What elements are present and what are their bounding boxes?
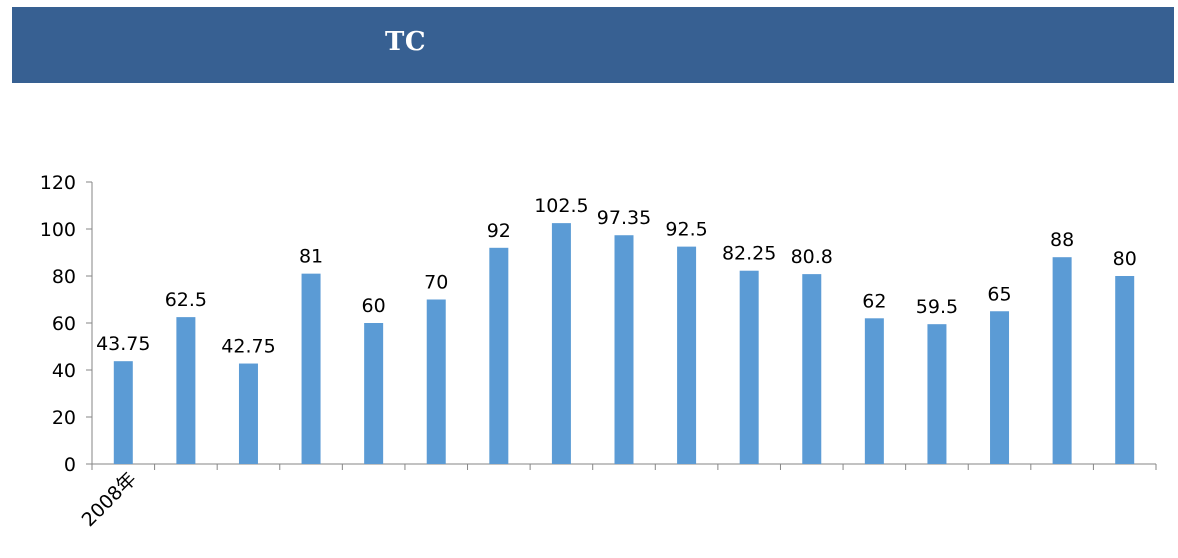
- y-tick-label: 40: [52, 360, 76, 382]
- data-label: 60: [362, 295, 386, 317]
- bar: [364, 323, 384, 464]
- bar: [864, 318, 884, 464]
- data-label: 43.75: [96, 333, 150, 355]
- y-tick-label: 20: [52, 407, 76, 429]
- bar: [802, 274, 822, 464]
- bar: [990, 311, 1010, 464]
- bar: [551, 223, 571, 464]
- data-label: 97.35: [597, 207, 651, 229]
- y-tick-label: 80: [52, 266, 76, 288]
- y-tick-label: 60: [52, 313, 76, 335]
- data-label: 81: [299, 246, 323, 268]
- chart-title: TC: [385, 27, 427, 57]
- data-label: 80.8: [791, 246, 833, 268]
- y-tick-label: 0: [64, 454, 76, 476]
- bar: [301, 273, 321, 464]
- data-label: 62: [862, 290, 886, 312]
- bar: [176, 317, 196, 464]
- data-label: 42.75: [221, 336, 275, 358]
- data-label: 65: [987, 283, 1011, 305]
- bar: [614, 235, 634, 464]
- x-tick-label: 2008年: [78, 468, 141, 531]
- bar: [238, 363, 258, 464]
- bar: [489, 247, 509, 464]
- data-label: 88: [1050, 229, 1074, 251]
- bar: [426, 299, 446, 464]
- y-tick-label: 100: [40, 219, 76, 241]
- bar: [739, 270, 759, 464]
- data-label: 70: [424, 272, 448, 294]
- bar: [1115, 276, 1135, 464]
- y-tick-label: 120: [40, 172, 76, 194]
- data-label: 102.5: [534, 195, 588, 217]
- bar: [113, 361, 133, 464]
- chart-header-bar: TC: [12, 7, 1174, 83]
- bar: [677, 246, 697, 464]
- data-label: 92.5: [665, 219, 707, 241]
- data-label: 80: [1113, 248, 1137, 270]
- data-label: 92: [487, 220, 511, 242]
- data-label: 62.5: [165, 289, 207, 311]
- bar: [927, 324, 947, 464]
- data-label: 82.25: [722, 243, 776, 265]
- bar: [1052, 257, 1072, 464]
- data-label: 59.5: [916, 296, 958, 318]
